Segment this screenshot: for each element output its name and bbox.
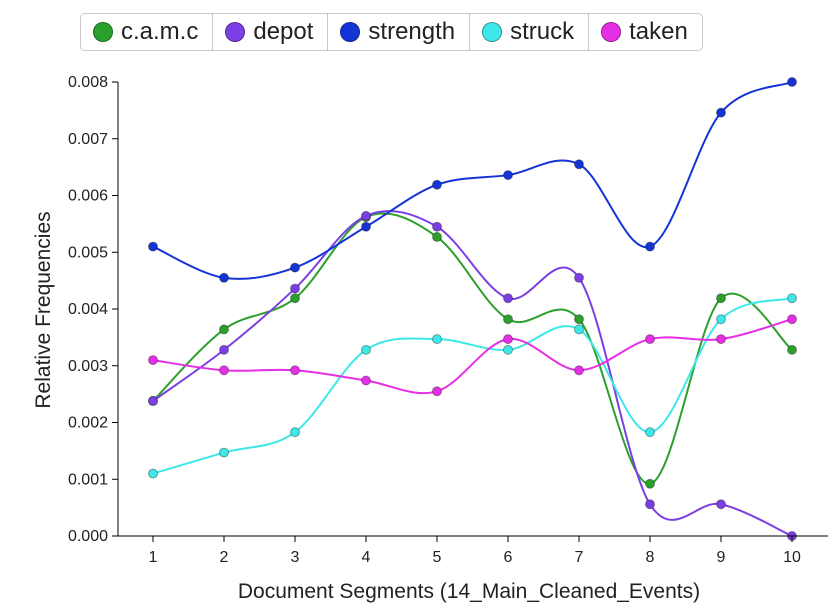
data-point-depot <box>361 210 371 221</box>
data-point-c-a-m-c <box>503 314 513 325</box>
legend-label: taken <box>629 18 688 45</box>
data-point-struck <box>716 314 726 325</box>
series-line-c-a-m-c <box>152 212 793 485</box>
plot-area <box>148 77 797 541</box>
data-point-strength <box>503 170 513 181</box>
data-point-depot <box>432 221 442 232</box>
data-point-struck <box>219 447 229 458</box>
data-point-c-a-m-c <box>290 293 300 304</box>
data-point-c-a-m-c <box>432 231 442 242</box>
data-point-c-a-m-c <box>787 344 797 355</box>
data-point-taken <box>148 355 158 366</box>
legend-item-struck[interactable]: struck <box>470 14 590 50</box>
data-point-c-a-m-c <box>716 293 726 304</box>
data-point-c-a-m-c <box>574 314 584 325</box>
data-point-strength <box>716 107 726 118</box>
x-axis-title: Document Segments (14_Main_Cleaned_Event… <box>238 580 700 603</box>
legend-item-c-a-m-c[interactable]: c.a.m.c <box>81 14 214 50</box>
data-point-struck <box>503 344 513 355</box>
data-point-strength <box>219 272 229 283</box>
data-point-depot <box>574 272 584 283</box>
data-point-strength <box>432 179 442 190</box>
data-point-struck <box>574 324 584 335</box>
legend-swatch <box>482 22 503 42</box>
x-tick-label: 2 <box>220 549 229 566</box>
y-tick-label: 0.002 <box>68 415 108 432</box>
data-point-c-a-m-c <box>219 324 229 335</box>
x-tick-label: 6 <box>504 549 513 566</box>
legend-item-strength[interactable]: strength <box>328 14 471 50</box>
data-point-struck <box>645 427 655 438</box>
legend-label: depot <box>253 18 314 45</box>
data-point-taken <box>645 334 655 345</box>
x-tick-label: 3 <box>291 549 300 566</box>
data-point-strength <box>361 221 371 232</box>
data-point-taken <box>503 334 513 345</box>
data-point-c-a-m-c <box>645 478 655 489</box>
y-tick-label: 0.008 <box>68 74 108 91</box>
series-line-taken <box>152 318 793 395</box>
legend-label: strength <box>368 18 456 45</box>
data-point-taken <box>716 334 726 345</box>
data-point-depot <box>716 499 726 510</box>
x-tick-label: 7 <box>575 549 584 566</box>
legend-item-taken[interactable]: taken <box>589 14 702 50</box>
y-tick-label: 0.001 <box>68 471 108 488</box>
data-point-taken <box>219 365 229 376</box>
series-line-struck <box>152 297 793 475</box>
legend-item-depot[interactable]: depot <box>213 14 329 50</box>
series-line-strength <box>152 81 793 280</box>
axes: 0.000 0.001 0.002 0.003 0.004 0.005 0.006 0.007… <box>68 74 828 566</box>
data-point-depot <box>148 395 158 406</box>
data-point-depot <box>219 344 229 355</box>
y-tick-label: 0.003 <box>68 358 108 375</box>
data-point-taken <box>290 365 300 376</box>
data-point-struck <box>148 468 158 479</box>
data-point-struck <box>432 334 442 345</box>
legend-swatch <box>601 22 622 42</box>
y-tick-label: 0.005 <box>68 244 108 261</box>
data-point-struck <box>787 293 797 304</box>
data-point-depot <box>503 293 513 304</box>
x-tick-label: 4 <box>362 549 371 566</box>
data-point-taken <box>787 314 797 325</box>
data-point-depot <box>290 283 300 294</box>
x-tick-label: 9 <box>717 549 726 566</box>
data-point-strength <box>148 241 158 252</box>
chart-legend: c.a.m.c depot strength struck taken <box>80 13 703 51</box>
legend-label: struck <box>510 18 575 45</box>
data-point-taken <box>432 386 442 397</box>
data-point-strength <box>645 241 655 252</box>
data-point-strength <box>290 262 300 273</box>
y-tick-label: 0.007 <box>68 131 108 148</box>
y-tick-label: 0.006 <box>68 188 108 205</box>
legend-label: c.a.m.c <box>121 18 199 45</box>
x-tick-label: 8 <box>646 549 655 566</box>
y-axis-title: Relative Frequencies <box>32 211 55 408</box>
x-tick-label: 10 <box>783 549 801 566</box>
legend-swatch <box>340 22 361 42</box>
data-point-taken <box>574 365 584 376</box>
data-point-depot <box>645 499 655 510</box>
x-tick-label: 1 <box>149 549 158 566</box>
legend-swatch <box>93 22 113 42</box>
y-tick-label: 0.004 <box>68 301 108 318</box>
data-point-struck <box>290 427 300 438</box>
series-line-depot <box>152 210 793 537</box>
x-tick-label: 5 <box>433 549 442 566</box>
data-point-struck <box>361 344 371 355</box>
data-point-taken <box>361 375 371 386</box>
data-point-strength <box>787 77 797 87</box>
y-tick-label: 0.000 <box>68 528 108 545</box>
data-point-strength <box>574 159 584 170</box>
legend-swatch <box>225 22 246 42</box>
